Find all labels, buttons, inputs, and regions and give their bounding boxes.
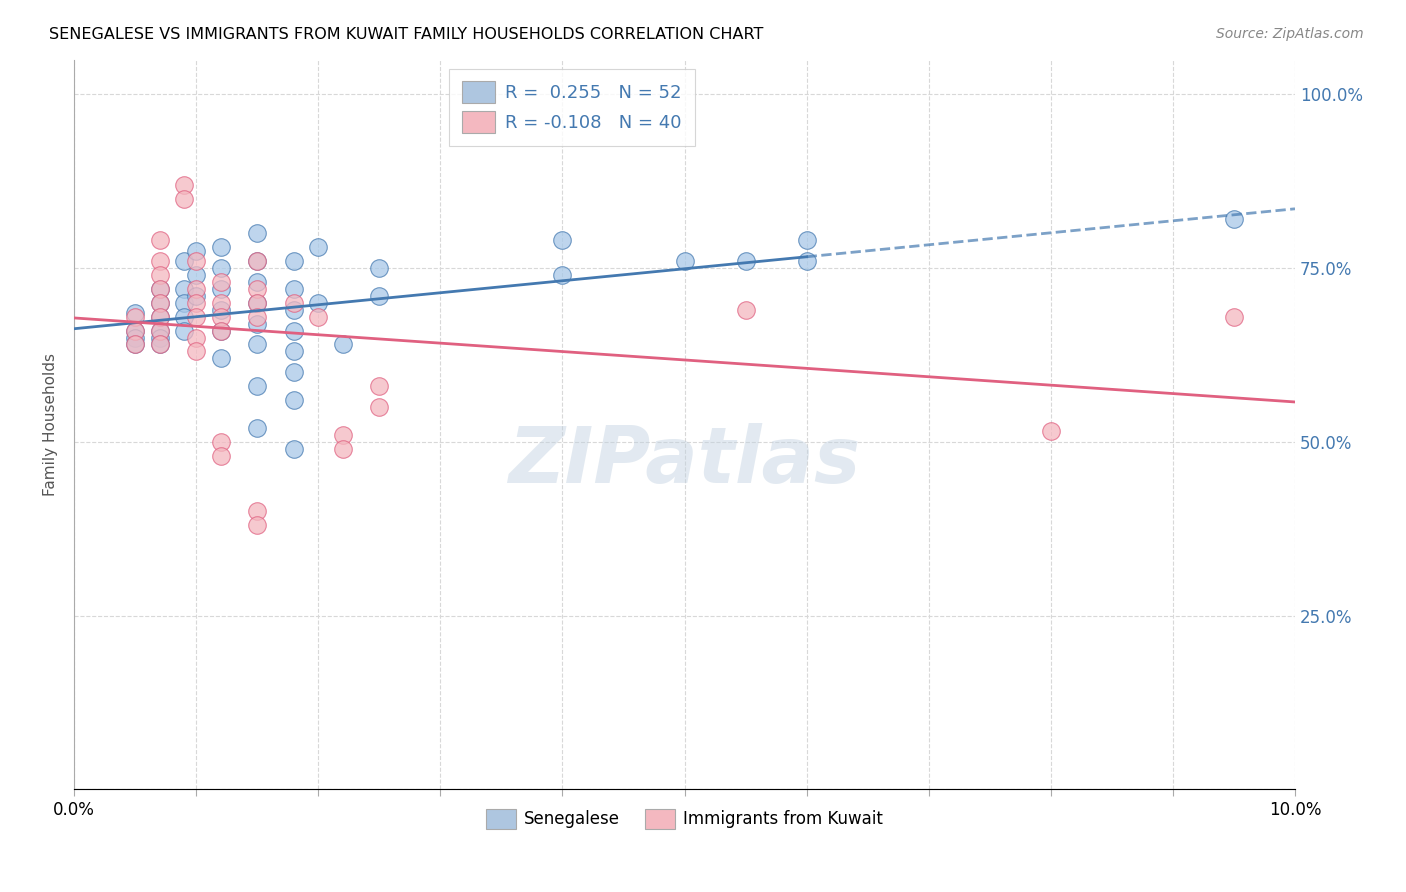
Point <box>332 337 354 351</box>
Point <box>148 324 170 338</box>
Point <box>246 337 269 351</box>
Point <box>551 233 574 247</box>
Point <box>148 295 170 310</box>
Point <box>173 254 195 268</box>
Point <box>148 282 170 296</box>
Point <box>246 379 269 393</box>
Point <box>734 302 756 317</box>
Point <box>283 393 305 408</box>
Point <box>148 282 170 296</box>
Point <box>307 295 329 310</box>
Point <box>124 306 146 320</box>
Point <box>148 310 170 324</box>
Text: ZIPatlas: ZIPatlas <box>509 423 860 499</box>
Point <box>734 254 756 268</box>
Point <box>124 337 146 351</box>
Point <box>148 324 170 338</box>
Point <box>173 282 195 296</box>
Point <box>186 330 208 344</box>
Point <box>209 310 232 324</box>
Point <box>148 337 170 351</box>
Point <box>209 282 232 296</box>
Point <box>283 344 305 359</box>
Y-axis label: Family Households: Family Households <box>44 353 58 496</box>
Point <box>1223 310 1246 324</box>
Point <box>124 330 146 344</box>
Point <box>246 295 269 310</box>
Point <box>209 295 232 310</box>
Point <box>173 295 195 310</box>
Point <box>209 302 232 317</box>
Point <box>246 282 269 296</box>
Point <box>209 275 232 289</box>
Point <box>246 227 269 241</box>
Point <box>186 282 208 296</box>
Point <box>283 365 305 379</box>
Point <box>283 442 305 456</box>
Legend: Senegalese, Immigrants from Kuwait: Senegalese, Immigrants from Kuwait <box>479 802 890 836</box>
Point <box>186 289 208 303</box>
Point <box>148 268 170 282</box>
Point <box>148 254 170 268</box>
Point <box>368 379 391 393</box>
Point <box>173 324 195 338</box>
Point <box>283 295 305 310</box>
Point <box>246 421 269 435</box>
Point <box>173 310 195 324</box>
Point <box>246 504 269 518</box>
Point <box>173 192 195 206</box>
Point <box>368 400 391 414</box>
Point <box>186 344 208 359</box>
Point <box>173 178 195 192</box>
Point <box>246 295 269 310</box>
Point <box>186 295 208 310</box>
Point <box>148 295 170 310</box>
Point <box>209 351 232 366</box>
Point <box>124 324 146 338</box>
Text: Source: ZipAtlas.com: Source: ZipAtlas.com <box>1216 27 1364 41</box>
Point <box>186 254 208 268</box>
Point <box>307 240 329 254</box>
Point <box>796 254 818 268</box>
Point <box>307 310 329 324</box>
Point <box>673 254 696 268</box>
Point <box>209 261 232 276</box>
Point <box>186 310 208 324</box>
Point <box>246 518 269 533</box>
Point <box>368 289 391 303</box>
Point <box>124 310 146 324</box>
Point <box>332 442 354 456</box>
Point <box>209 240 232 254</box>
Point <box>209 324 232 338</box>
Point <box>283 254 305 268</box>
Text: SENEGALESE VS IMMIGRANTS FROM KUWAIT FAMILY HOUSEHOLDS CORRELATION CHART: SENEGALESE VS IMMIGRANTS FROM KUWAIT FAM… <box>49 27 763 42</box>
Point <box>148 310 170 324</box>
Point <box>124 324 146 338</box>
Point <box>332 427 354 442</box>
Point <box>283 282 305 296</box>
Point <box>246 254 269 268</box>
Point <box>1223 212 1246 227</box>
Point <box>148 330 170 344</box>
Point <box>796 233 818 247</box>
Point <box>148 337 170 351</box>
Point <box>1039 425 1062 439</box>
Point <box>283 324 305 338</box>
Point <box>209 449 232 463</box>
Point <box>246 310 269 324</box>
Point <box>246 317 269 331</box>
Point <box>368 261 391 276</box>
Point <box>209 434 232 449</box>
Point <box>148 233 170 247</box>
Point <box>246 275 269 289</box>
Point <box>124 337 146 351</box>
Point <box>246 254 269 268</box>
Point <box>551 268 574 282</box>
Point <box>209 324 232 338</box>
Point <box>283 302 305 317</box>
Point <box>186 244 208 258</box>
Point <box>186 268 208 282</box>
